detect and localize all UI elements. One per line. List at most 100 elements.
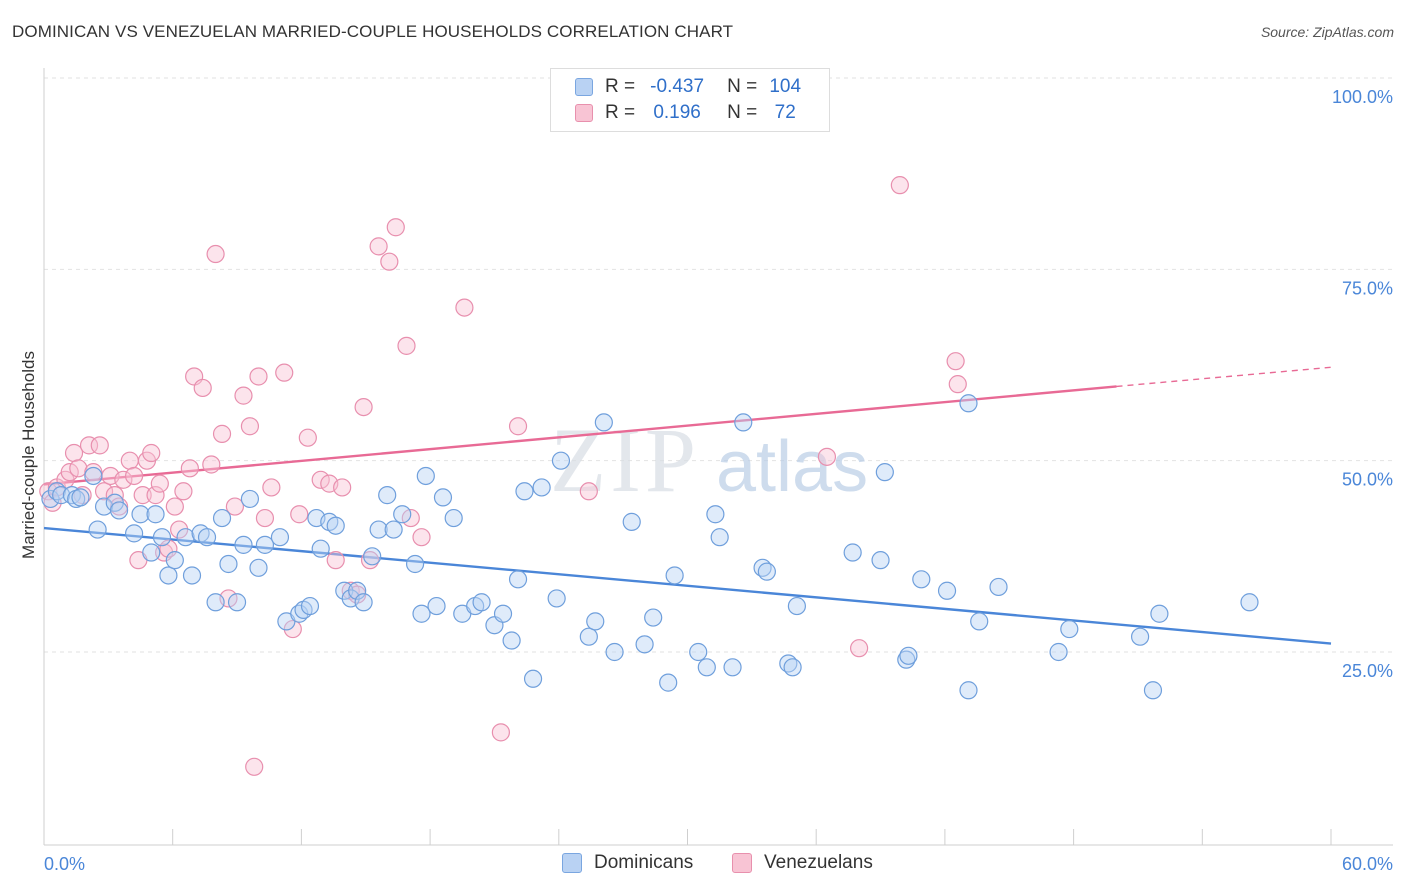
- dominican-point: [523, 669, 543, 688]
- dominican-point: [547, 589, 566, 608]
- venezuelan-point: [114, 470, 133, 489]
- venezuelan-point: [380, 252, 399, 271]
- chart-title: DOMINICAN VS VENEZUELAN MARRIED-COUPLE H…: [12, 22, 734, 41]
- venezuelan-point: [234, 386, 253, 405]
- legend-row-dominicans: R = -0.437 N = 104: [575, 74, 813, 100]
- series-legend: Dominicans Venezuelans: [0, 852, 1406, 878]
- dominican-point: [384, 520, 403, 539]
- dominican-point: [689, 642, 708, 662]
- venezuelan-point: [298, 428, 317, 447]
- dominican-point: [416, 466, 435, 486]
- dominican-point: [502, 631, 521, 650]
- legend-item-venezuelans[interactable]: Venezuelans: [732, 852, 873, 874]
- dominican-point: [300, 596, 320, 616]
- venezuelan-point: [79, 436, 99, 455]
- dominican-point: [875, 463, 894, 482]
- dominican-point: [959, 681, 978, 700]
- y-tick-label: 75.0%: [1342, 278, 1393, 298]
- dominican-point: [1060, 619, 1079, 639]
- dominican-point: [146, 505, 165, 524]
- dominican-point: [644, 608, 663, 627]
- venezuelan-point: [579, 482, 598, 501]
- venezuelan-point: [333, 478, 352, 497]
- correlation-legend: R = -0.437 N = 104 R = 0.196 N = 72: [550, 68, 830, 132]
- dominican-point: [1150, 604, 1169, 623]
- legend-label-venezuelans: Venezuelans: [764, 852, 873, 873]
- legend-r-label: R =: [605, 102, 636, 123]
- dominican-point: [734, 413, 753, 432]
- venezuelan-point: [262, 478, 281, 497]
- legend-swatch-blue: [562, 853, 582, 873]
- dominican-point: [635, 635, 654, 654]
- dominican-point: [508, 570, 528, 589]
- dominican-point: [219, 554, 238, 574]
- venezuelan-point: [412, 528, 431, 547]
- dominican-point: [787, 596, 806, 616]
- dominican-point: [363, 547, 382, 566]
- venezuelan-point: [849, 639, 869, 658]
- dominican-point: [124, 524, 144, 543]
- dominican-point: [227, 593, 247, 612]
- dominican-point: [249, 558, 268, 577]
- legend-swatch-pink: [575, 104, 593, 122]
- dominican-point: [182, 566, 202, 585]
- venezuelan-point: [249, 367, 268, 386]
- x-tick-label-end: 60.0%: [1342, 854, 1393, 874]
- data-points: [39, 176, 1259, 776]
- dominican-point: [142, 543, 161, 562]
- venezuelan-point: [60, 463, 79, 482]
- legend-item-dominicans[interactable]: Dominicans: [562, 852, 693, 874]
- venezuelan-point: [290, 505, 309, 524]
- legend-r-value: 0.196: [653, 102, 701, 123]
- dominican-point: [586, 612, 605, 631]
- y-axis-label: Married-couple Households: [19, 351, 38, 559]
- y-tick-labels: 25.0% 50.0% 75.0% 100.0%: [1332, 87, 1393, 681]
- dominican-point: [871, 551, 890, 570]
- legend-r-label: R =: [605, 76, 636, 97]
- watermark-zip: ZIP: [550, 409, 700, 511]
- dominican-point: [88, 520, 107, 539]
- dominican-point: [959, 394, 978, 413]
- venezuelan-point: [159, 539, 178, 558]
- venezuelan-point: [255, 508, 275, 528]
- venezuelan-point: [142, 443, 161, 463]
- dominican-point: [843, 543, 862, 562]
- venezuelan-point: [240, 417, 260, 436]
- venezuelan-point: [245, 757, 264, 776]
- venezuelan-point: [369, 237, 388, 256]
- venezuelan-point: [311, 470, 330, 489]
- watermark: ZIP atlas: [550, 409, 868, 511]
- venezuelan-point: [948, 375, 967, 394]
- dominican-point: [551, 451, 571, 470]
- dominican-point: [369, 520, 388, 539]
- dominican-point: [1130, 627, 1150, 646]
- y-tick-label: 25.0%: [1342, 661, 1393, 681]
- dominican-point: [176, 528, 195, 547]
- x-tick-labels: 0.0% 60.0%: [44, 854, 1393, 874]
- venezuelan-point: [146, 486, 165, 505]
- dominican-point: [912, 570, 931, 589]
- venezuelan-point: [206, 244, 225, 264]
- venezuelan-point: [397, 336, 416, 355]
- dominican-point: [152, 528, 172, 547]
- venezuelan-point: [133, 486, 152, 505]
- dominican-point: [493, 604, 513, 623]
- dominican-point: [326, 516, 345, 535]
- dominican-point: [532, 478, 551, 497]
- legend-label-dominicans: Dominicans: [594, 852, 694, 873]
- y-tick-label: 100.0%: [1332, 87, 1393, 107]
- dominican-point: [71, 488, 90, 507]
- legend-n-label: N =: [727, 102, 758, 123]
- dominican-point: [131, 505, 150, 524]
- dominican-point: [165, 551, 184, 570]
- legend-swatch-pink: [732, 853, 752, 873]
- venezuelan-point: [491, 723, 510, 742]
- dominican-point: [1143, 681, 1163, 700]
- dominican-point: [84, 466, 103, 486]
- venezuelan-point: [275, 363, 294, 382]
- dominican-point: [270, 528, 290, 547]
- venezuelan-trend-line: [43, 385, 1117, 486]
- legend-n-value: 72: [774, 102, 796, 123]
- legend-swatch-blue: [575, 78, 593, 96]
